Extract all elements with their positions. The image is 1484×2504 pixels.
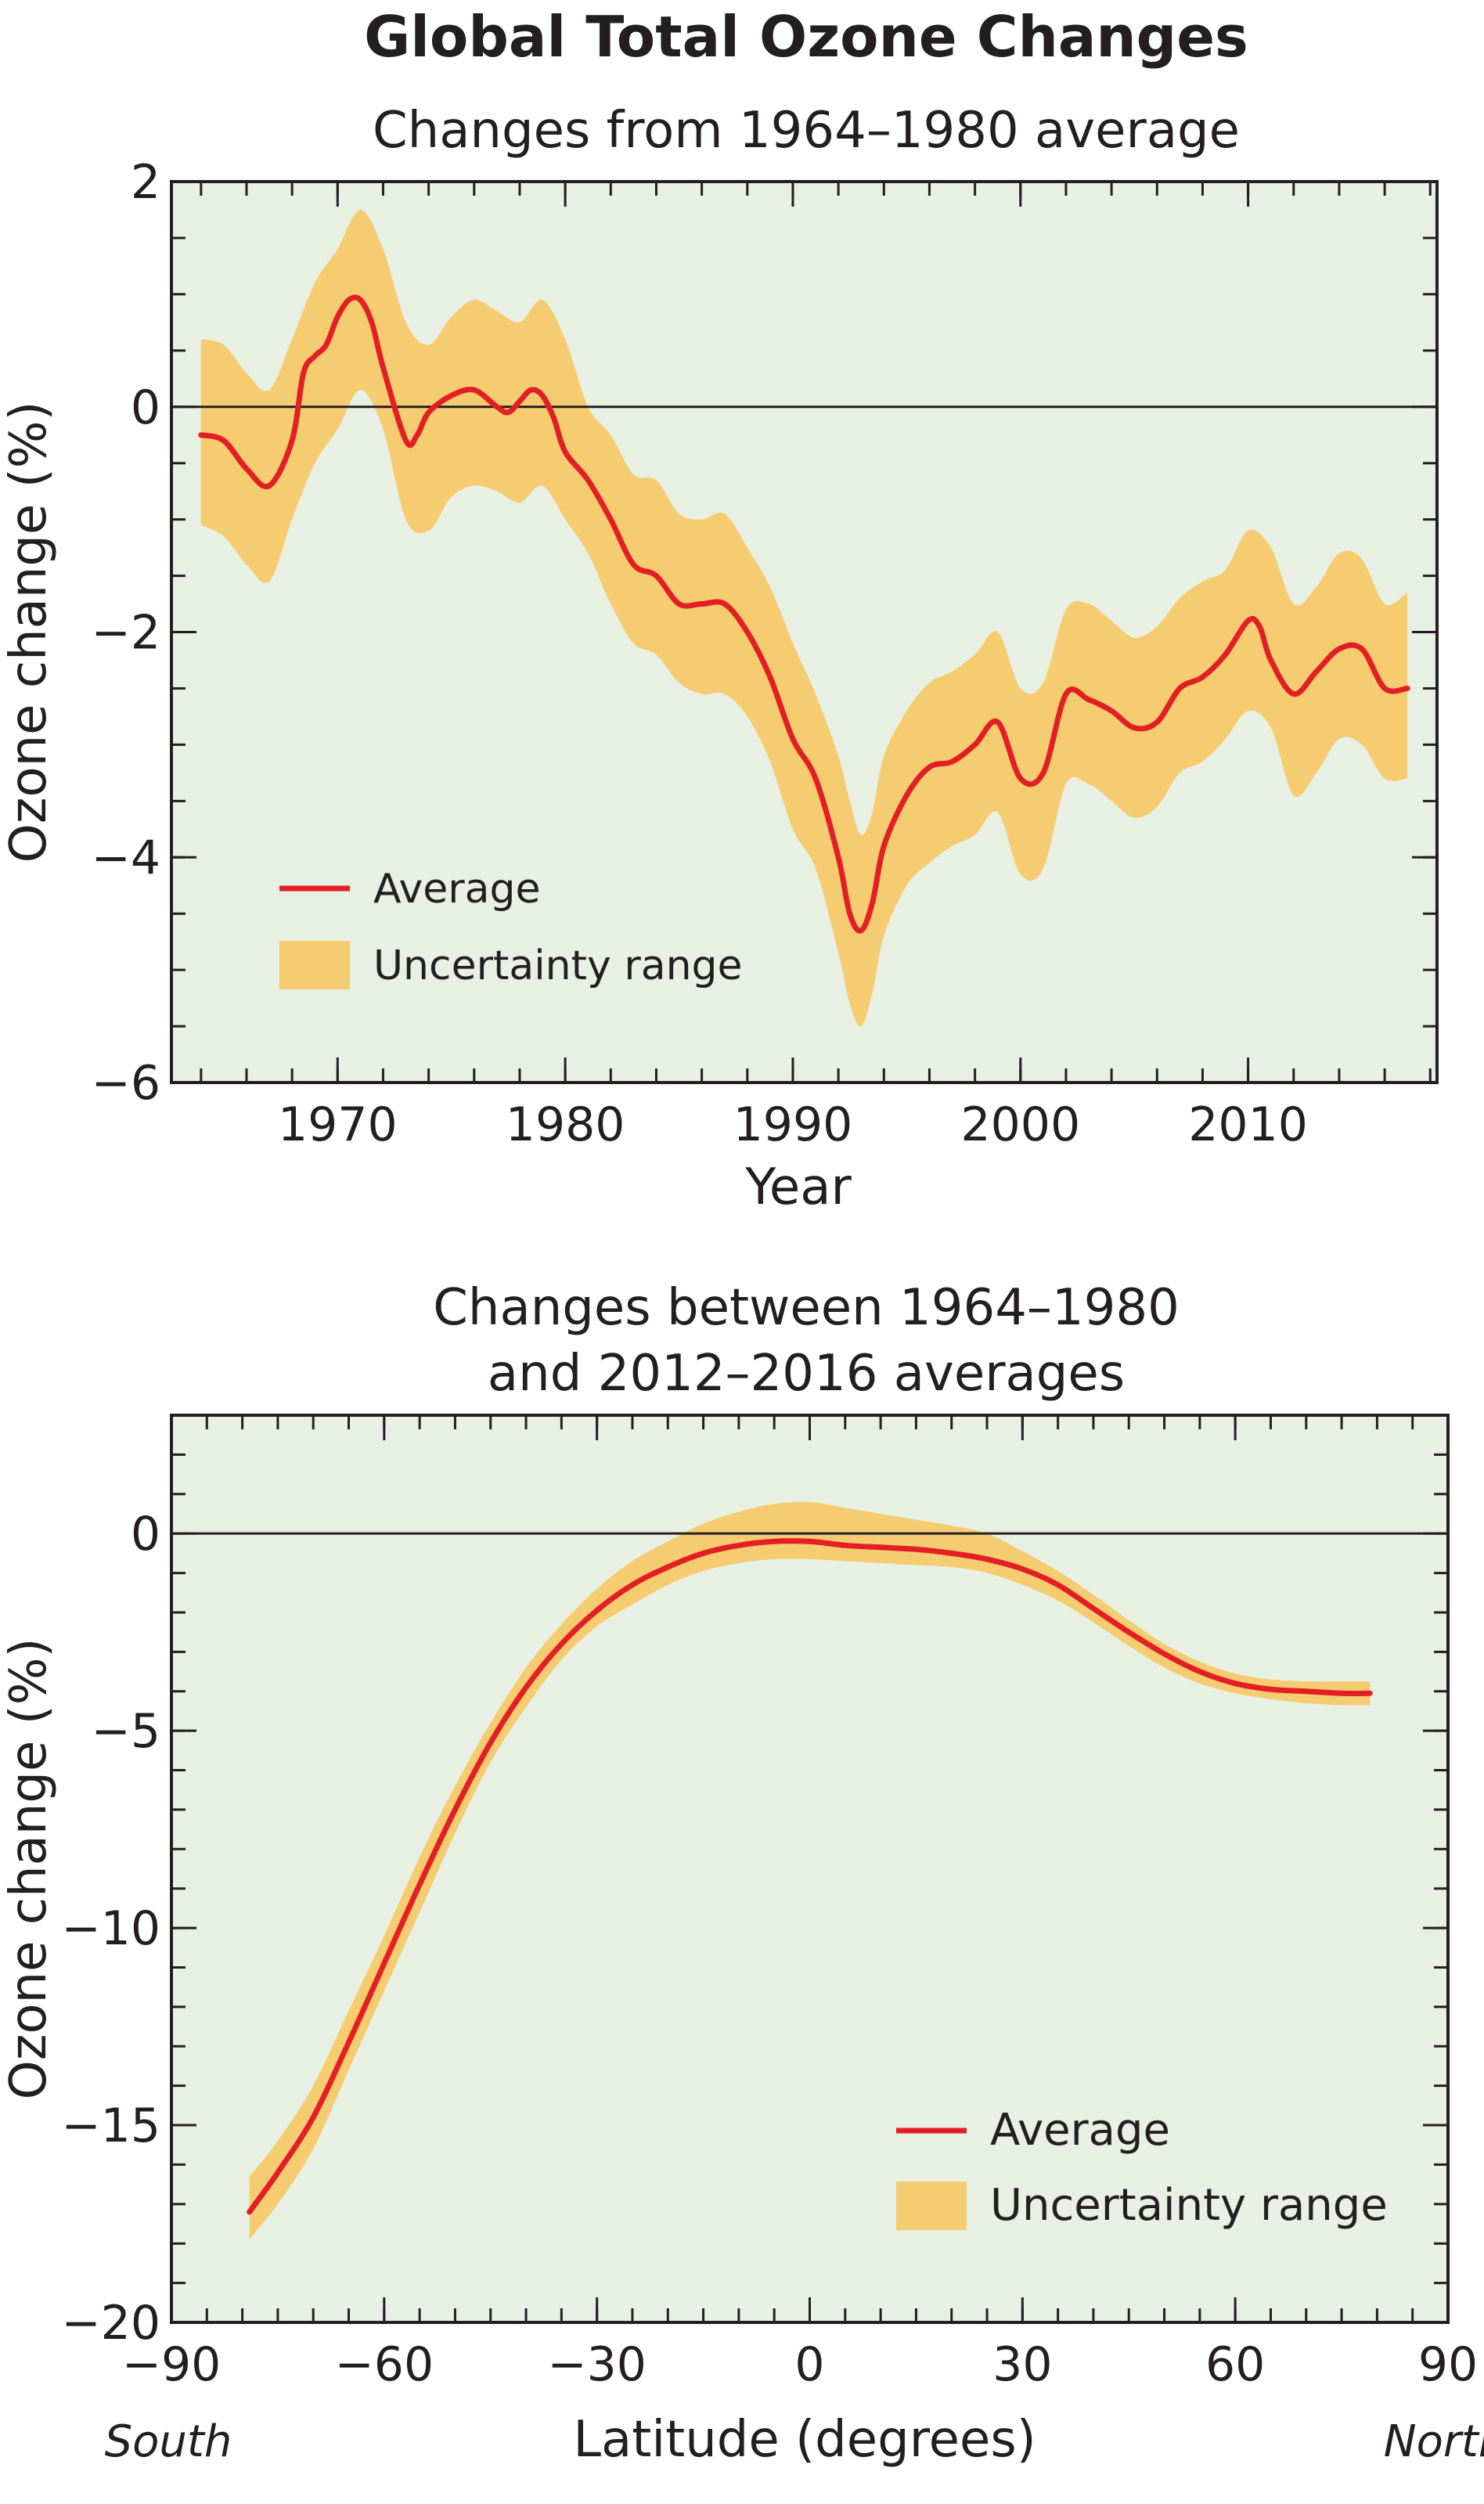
y-tick-label: −2	[92, 606, 160, 661]
x-axis-label: Latitude (degrees)	[573, 2411, 1036, 2469]
y-tick-label: −5	[92, 1704, 160, 1759]
x-tick-label: 0	[794, 2337, 824, 2392]
x-tick-label: 1990	[733, 1097, 853, 1152]
x-tick-label: −60	[335, 2337, 434, 2392]
x-tick-label: 30	[992, 2337, 1052, 2392]
x-tick-label: −30	[547, 2337, 647, 2392]
chart-subtitle-line: and 2012–2016 averages	[488, 1345, 1125, 1403]
legend-band-label: Uncertainty range	[990, 2180, 1388, 2231]
y-tick-label: −4	[92, 830, 160, 885]
x-tick-label: 60	[1205, 2337, 1265, 2392]
chart-subtitle: Changes between 1964–1980 and 2012–2016 a…	[433, 1279, 1180, 1403]
chart-latitude-profile: Changes between 1964–1980 and 2012–2016 a…	[0, 1279, 1484, 2469]
y-axis-label: Ozone change (%)	[0, 401, 58, 863]
chart-subtitle-line: Changes from 1964–1980 average	[373, 102, 1240, 160]
average-line	[198, 294, 1410, 934]
chart-subtitle: Changes from 1964–1980 average	[373, 102, 1240, 160]
x-axis-label: Year	[744, 1158, 852, 1216]
x-tick-label: 1980	[506, 1097, 625, 1152]
south-label: South	[105, 2416, 232, 2467]
y-tick-label: −6	[92, 1056, 160, 1111]
legend: Average Uncertainty range	[896, 2105, 1388, 2231]
y-tick-label: −15	[61, 2099, 160, 2153]
legend: Average Uncertainty range	[279, 866, 743, 989]
x-tick-label: 1970	[278, 1097, 398, 1152]
x-tick-label: −90	[122, 2337, 222, 2392]
legend-band-swatch	[279, 941, 350, 989]
average-line	[247, 1538, 1373, 2215]
y-tick-label: 2	[131, 155, 160, 210]
y-tick-label: 0	[131, 380, 160, 435]
y-axis-label: Ozone change (%)	[0, 1638, 58, 2099]
y-tick-label: −10	[61, 1901, 160, 1956]
chart-subtitle-line: Changes between 1964–1980	[433, 1279, 1180, 1337]
y-tick-label: −20	[61, 2296, 160, 2351]
x-tick-label: 2010	[1188, 1097, 1308, 1152]
x-tick-label: 90	[1418, 2337, 1478, 2392]
chart-time-series: Changes from 1964–1980 average 1970 1980 19…	[0, 102, 1439, 1216]
legend-average-label: Average	[373, 866, 541, 913]
legend-average-label: Average	[990, 2105, 1170, 2156]
legend-band-label: Uncertainty range	[373, 942, 743, 989]
x-tick-label: 2000	[960, 1097, 1080, 1152]
north-label: North	[1384, 2416, 1484, 2467]
figure-title: Global Total Ozone Changes	[364, 4, 1248, 70]
legend-band-swatch	[896, 2182, 967, 2230]
y-tick-label: 0	[131, 1507, 160, 1562]
plot-area	[171, 1415, 1448, 2322]
